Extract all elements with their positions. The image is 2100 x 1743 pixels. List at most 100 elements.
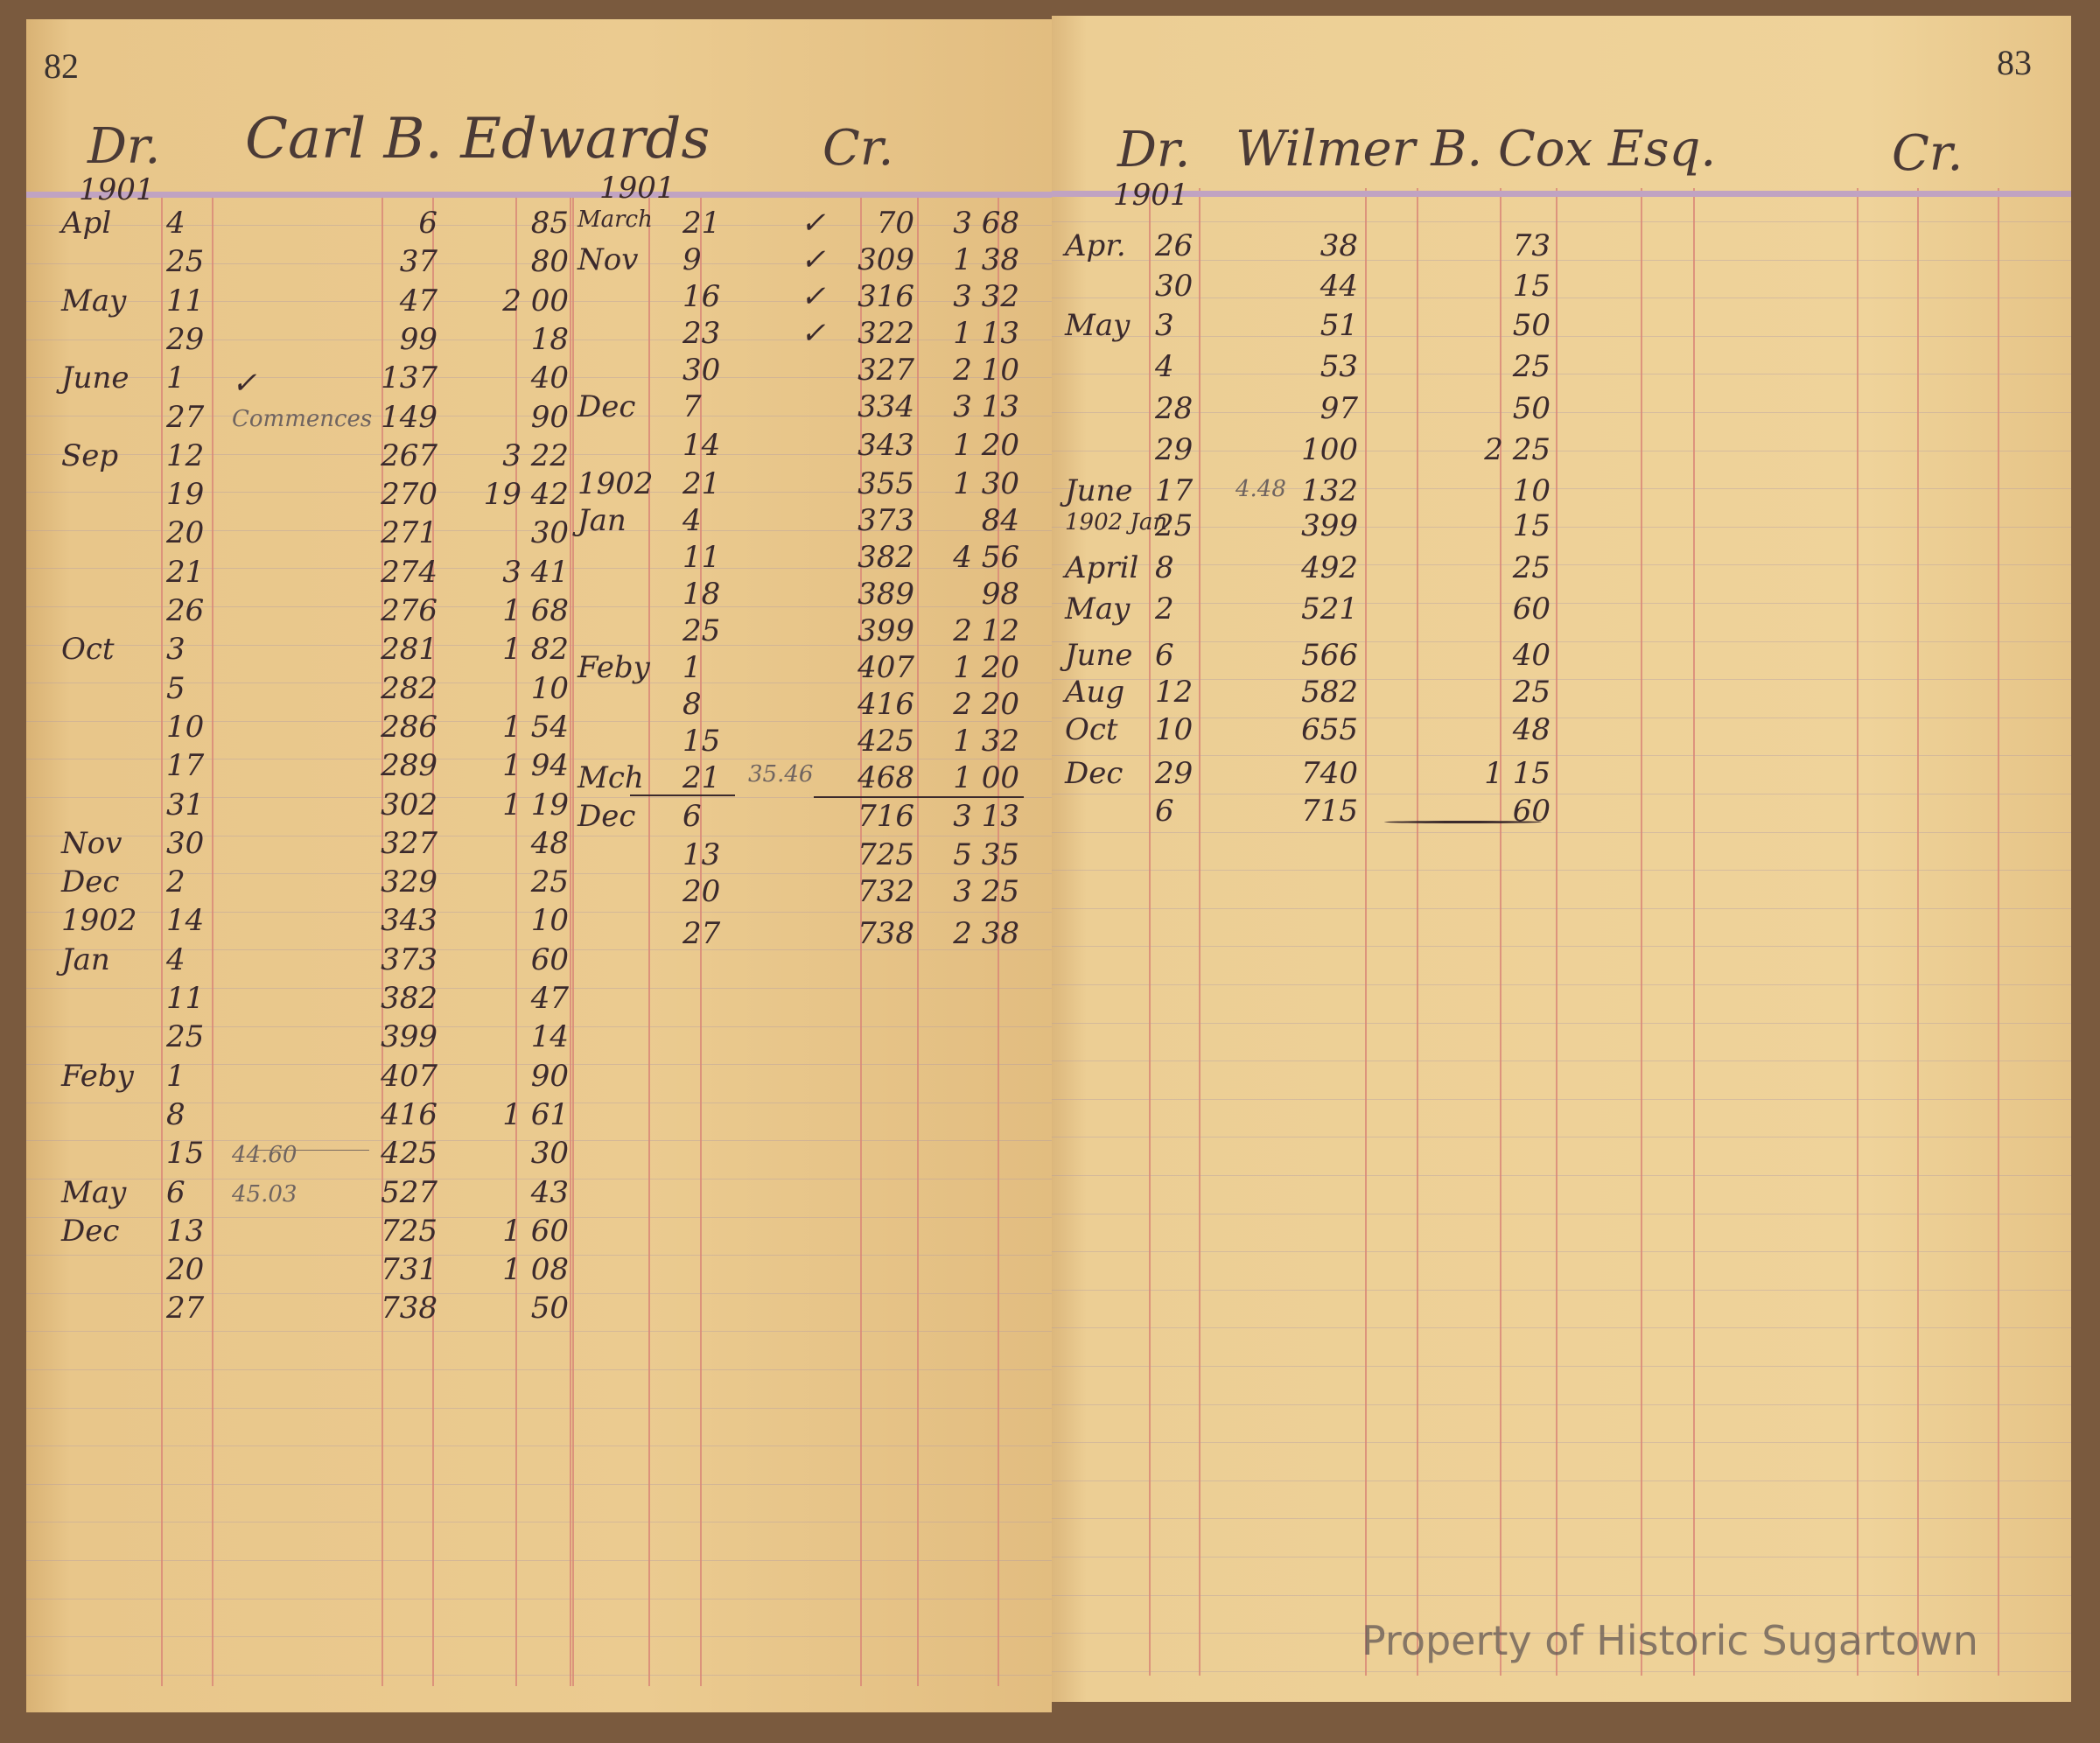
entry-day: 2 — [1155, 592, 1174, 626]
ruled-line — [26, 1407, 1052, 1409]
entry-check: 35.46 — [748, 761, 814, 788]
ledger-row: May 11 47 2 00 — [26, 283, 586, 321]
ruled-line — [1052, 831, 2071, 833]
ledger-row: Oct 10 655 48 — [1052, 711, 1577, 746]
ledger-row: 13 725 5 35 — [573, 836, 1037, 873]
entry-folio: 282 — [381, 670, 438, 706]
entry-note: 45.03 — [232, 1180, 298, 1208]
entry-amount: 85 — [530, 206, 569, 241]
ruled-line — [26, 377, 1052, 379]
entry-day: 17 — [166, 748, 205, 784]
entry-amount: 25 — [1512, 550, 1550, 585]
entry-day: 6 — [1155, 638, 1174, 673]
entry-amount: 2 10 — [953, 353, 1019, 388]
entry-check: ✓ — [801, 316, 826, 351]
entry-month: Dec — [61, 1213, 120, 1249]
entry-folio: 97 — [1320, 391, 1358, 426]
ruled-line — [26, 797, 1052, 798]
ruled-line — [1052, 259, 2071, 261]
entry-amount: 73 — [1512, 228, 1550, 263]
ledger-row: 19 270 19 42 — [26, 476, 586, 514]
entry-folio: 149 — [381, 399, 438, 435]
entry-folio: 53 — [1320, 349, 1358, 384]
entry-amount: 2 00 — [502, 283, 569, 318]
ledger-row: 30 44 15 — [1052, 268, 1577, 303]
ruled-line — [26, 644, 1052, 646]
entry-amount: 1 94 — [502, 748, 569, 784]
ledger-row: Apl 4 6 85 — [26, 205, 586, 243]
entry-day: 30 — [1155, 269, 1194, 304]
entry-day: 4 — [166, 206, 186, 241]
entry-amount: 19 42 — [483, 477, 569, 513]
entry-amount: 60 — [530, 942, 569, 977]
ledger-row: Aug 12 582 25 — [1052, 674, 1577, 709]
ledger-row: 29 100 2 25 — [1052, 431, 1577, 466]
entry-amount: 2 12 — [953, 613, 1019, 648]
entry-amount: 90 — [530, 399, 569, 435]
ruled-line — [1052, 870, 2071, 872]
ledger-row: 25 399 2 12 — [573, 612, 1037, 649]
entry-day: 17 — [1155, 473, 1194, 508]
ruled-line — [1052, 1594, 2071, 1596]
debit-label: Dr. — [1117, 122, 1191, 178]
column-rule — [572, 192, 574, 1686]
entry-month: May — [61, 1174, 127, 1210]
ledger-row: 16 ✓ 316 3 32 — [573, 278, 1037, 315]
ruled-line — [1052, 1060, 2071, 1062]
entry-month: Mch — [578, 760, 644, 795]
ruled-line — [26, 988, 1052, 989]
entry-amount: 3 41 — [502, 554, 569, 590]
entry-day: 10 — [166, 709, 205, 745]
ruled-line — [26, 568, 1052, 570]
entry-month: 1902 — [578, 466, 654, 501]
ruled-line — [1052, 1251, 2071, 1253]
entry-folio: 343 — [381, 903, 438, 939]
entry-amount: 4 56 — [953, 540, 1019, 575]
entry-folio: 425 — [858, 724, 914, 759]
entry-day: 30 — [682, 353, 721, 388]
ruled-line — [26, 873, 1052, 875]
entry-folio: 343 — [858, 428, 914, 463]
entry-folio: 715 — [1301, 794, 1358, 829]
ruled-line — [1052, 221, 2071, 222]
ledger-row: 20 732 3 25 — [573, 873, 1037, 910]
entry-folio: 6 — [418, 206, 438, 241]
ledger-row: 28 97 50 — [1052, 390, 1577, 425]
entry-day: 15 — [682, 724, 721, 759]
column-rule — [1556, 188, 1558, 1676]
entry-amount: 2 20 — [953, 687, 1019, 722]
entry-month: Feby — [578, 650, 650, 685]
ledger-row: Jan 4 373 60 — [26, 942, 586, 980]
ruled-line — [1052, 946, 2071, 948]
watermark: Property of Historic Sugartown — [1362, 1617, 1978, 1664]
entry-day: 20 — [682, 874, 721, 909]
entry-amount: 10 — [530, 670, 569, 706]
ruled-line — [26, 529, 1052, 531]
credit-label: Cr. — [1892, 125, 1964, 182]
entry-folio: 399 — [381, 1019, 438, 1055]
entry-folio: 725 — [858, 837, 914, 872]
entry-month: Oct — [1065, 712, 1118, 747]
ruled-line — [1052, 488, 2071, 490]
ruled-line — [1052, 1022, 2071, 1024]
entry-month: Dec — [1065, 756, 1124, 791]
entry-month: May — [61, 283, 127, 318]
ledger-row: 15 425 1 32 — [573, 723, 1037, 760]
entry-amount: 18 — [530, 321, 569, 357]
entry-day: 6 — [682, 799, 702, 834]
entry-check: ✓ — [801, 279, 826, 314]
ruled-line — [1052, 1366, 2071, 1367]
ledger-row: 25 399 14 — [26, 1018, 586, 1057]
entry-day: 16 — [682, 279, 721, 314]
ruled-line — [26, 682, 1052, 684]
entry-day: 13 — [682, 837, 721, 872]
column-rule — [1693, 188, 1695, 1676]
entry-folio: 382 — [381, 981, 438, 1016]
entry-day: 26 — [1155, 228, 1194, 263]
entry-amount: 15 — [1512, 508, 1550, 543]
credit-label: Cr. — [822, 120, 894, 177]
entry-amount: 1 32 — [953, 724, 1019, 759]
column-rule — [570, 192, 571, 1686]
entry-amount: 48 — [1512, 712, 1550, 747]
entry-amount: 1 20 — [953, 650, 1019, 685]
